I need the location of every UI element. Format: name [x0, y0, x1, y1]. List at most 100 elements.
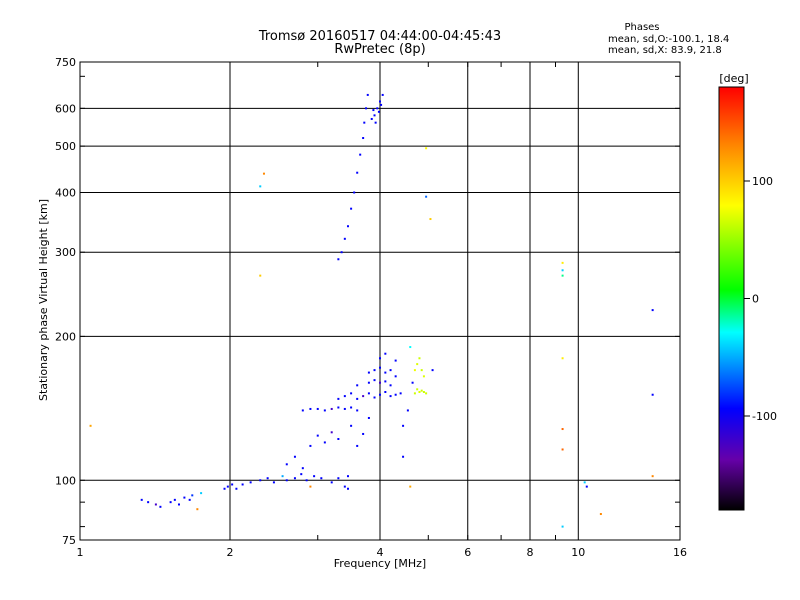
data-point: [394, 359, 397, 362]
data-point: [651, 475, 654, 478]
data-point: [367, 392, 370, 395]
data-point: [323, 409, 326, 412]
data-point: [561, 269, 564, 272]
x-tick-label: 1: [77, 546, 84, 559]
data-point: [389, 395, 392, 398]
axis-ticks: 1 2 4 6 8 10 16 75 100 200 300 400 500 600 750: [55, 56, 687, 559]
data-point: [413, 392, 416, 395]
y-tick-label: 300: [55, 246, 76, 259]
data-point: [384, 371, 387, 374]
data-point: [380, 103, 383, 106]
data-point: [362, 137, 365, 140]
y-tick-label: 200: [55, 330, 76, 343]
data-point: [599, 513, 602, 516]
data-point: [561, 428, 564, 431]
data-point: [330, 407, 333, 410]
data-point: [651, 309, 654, 312]
data-point: [346, 225, 349, 228]
data-point: [266, 477, 269, 480]
y-tick-label: 100: [55, 474, 76, 487]
data-point: [154, 503, 157, 506]
data-point: [420, 369, 423, 372]
data-point: [281, 475, 284, 478]
data-point: [585, 485, 588, 488]
data-point: [384, 390, 387, 393]
data-point: [309, 444, 312, 447]
data-point: [651, 393, 654, 396]
data-point: [381, 93, 384, 96]
data-point: [365, 107, 368, 110]
data-point: [370, 117, 373, 120]
data-point: [373, 379, 376, 382]
data-point: [350, 207, 353, 210]
colorbar: [718, 86, 745, 511]
data-point: [356, 444, 359, 447]
x-axis-label: Frequency [MHz]: [334, 557, 426, 570]
colorbar-tick-label: 0: [752, 293, 759, 306]
y-tick-label: 400: [55, 186, 76, 199]
data-point: [425, 147, 428, 150]
chart-title: Tromsø 20160517 04:44:00-04:45:43: [258, 29, 501, 44]
data-point: [262, 172, 265, 175]
data-point: [293, 455, 296, 458]
data-point: [272, 481, 275, 484]
phases-header: Phases: [624, 22, 659, 33]
data-point: [200, 492, 203, 495]
colorbar-unit-label: [deg]: [719, 72, 748, 85]
data-point: [350, 392, 353, 395]
data-point: [411, 381, 414, 384]
data-point: [356, 397, 359, 400]
data-point: [418, 390, 421, 393]
data-point: [394, 393, 397, 396]
data-point: [191, 494, 194, 497]
colorbar-tick-label: 100: [752, 175, 773, 188]
data-point: [183, 496, 186, 499]
data-point: [159, 505, 162, 508]
data-point: [196, 508, 199, 511]
data-point: [399, 392, 402, 395]
data-point: [394, 375, 397, 378]
data-point: [309, 485, 312, 488]
data-point: [188, 498, 191, 501]
data-point: [561, 525, 564, 528]
data-point: [418, 357, 421, 360]
x-tick-label: 10: [571, 546, 585, 559]
colorbar-ticks: 100 0 -100: [744, 175, 777, 423]
data-point: [301, 467, 304, 470]
data-point: [379, 381, 381, 384]
data-point: [425, 195, 428, 198]
data-point: [350, 406, 353, 409]
data-point: [285, 479, 288, 482]
data-point: [422, 375, 425, 378]
data-point: [337, 397, 340, 400]
data-point: [343, 485, 346, 488]
x-tick-label: 2: [227, 546, 234, 559]
data-point: [309, 407, 312, 410]
data-point: [384, 352, 387, 355]
data-point: [343, 237, 346, 240]
data-point: [241, 483, 244, 486]
data-point: [259, 274, 262, 277]
data-point: [406, 409, 409, 412]
data-point: [429, 218, 432, 221]
data-point: [337, 437, 340, 440]
phases-o-stats: mean, sd,O:-100.1, 18.4: [608, 34, 729, 45]
data-point: [173, 498, 176, 501]
data-point: [140, 498, 143, 501]
data-point: [367, 381, 370, 384]
data-point: [402, 455, 405, 458]
data-point: [300, 473, 303, 476]
y-tick-label: 750: [55, 56, 76, 69]
data-point: [226, 485, 229, 488]
data-point: [362, 432, 365, 435]
data-point: [377, 110, 380, 113]
data-point: [422, 390, 425, 393]
data-point: [413, 369, 416, 372]
colorbar-tick-label: -100: [752, 410, 777, 423]
data-point: [561, 448, 564, 451]
data-point: [313, 475, 316, 478]
data-point: [343, 407, 346, 410]
grid-lines: [80, 62, 680, 540]
data-point: [330, 431, 333, 434]
data-point: [409, 485, 412, 488]
